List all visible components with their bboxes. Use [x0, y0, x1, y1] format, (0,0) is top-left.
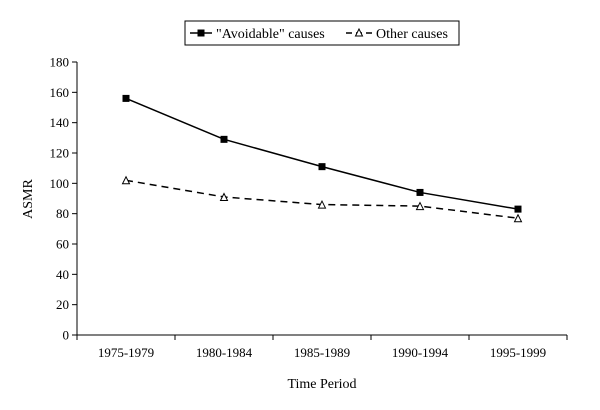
data-point — [219, 192, 229, 201]
y-tick-label: 100 — [50, 176, 70, 191]
y-tick-label: 40 — [56, 267, 69, 282]
y-tick-label: 180 — [50, 55, 70, 70]
y-tick-label: 20 — [56, 297, 69, 312]
series-other — [121, 175, 523, 223]
data-point — [514, 205, 522, 213]
series-avoidable — [122, 94, 522, 213]
y-tick-label: 120 — [50, 146, 70, 161]
y-tick-label: 0 — [63, 328, 70, 343]
data-point — [416, 188, 424, 196]
legend-label-other: Other causes — [376, 27, 448, 42]
y-axis-title: ASMR — [21, 178, 36, 218]
y-ticks: 0 20 40 60 80 100 120 140 160 180 — [50, 55, 77, 343]
data-point — [220, 135, 228, 143]
x-tick-label: 1980-1984 — [196, 345, 253, 360]
legend-entry-other: Other causes — [346, 27, 448, 42]
y-tick-label: 140 — [50, 115, 70, 130]
legend-marker-other — [354, 27, 364, 37]
y-tick-label: 80 — [56, 206, 69, 221]
x-tick-label: 1990-1994 — [392, 345, 449, 360]
x-tick-label: 1975-1979 — [98, 345, 154, 360]
data-point — [415, 201, 425, 211]
data-point — [122, 94, 130, 102]
data-point — [513, 213, 523, 223]
legend: "Avoidable" causes Other causes — [184, 20, 460, 46]
data-point — [121, 175, 131, 185]
series-layer — [121, 94, 523, 223]
x-tick-label: 1985-1989 — [294, 345, 350, 360]
legend-entry-avoidable: "Avoidable" causes — [190, 27, 325, 42]
data-point — [317, 199, 327, 209]
legend-label-avoidable: "Avoidable" causes — [216, 27, 325, 42]
x-axis-title: Time Period — [287, 377, 356, 392]
x-tick-label: 1995-1999 — [490, 345, 546, 360]
series-line — [125, 97, 519, 210]
y-tick-label: 60 — [56, 237, 69, 252]
legend-box — [184, 20, 460, 46]
data-point — [318, 163, 326, 171]
y-tick-label: 160 — [50, 85, 70, 100]
legend-marker-avoidable — [197, 29, 205, 37]
x-ticks: 1975-1979 1980-1984 1985-1989 1990-1994 1995… — [76, 335, 568, 360]
